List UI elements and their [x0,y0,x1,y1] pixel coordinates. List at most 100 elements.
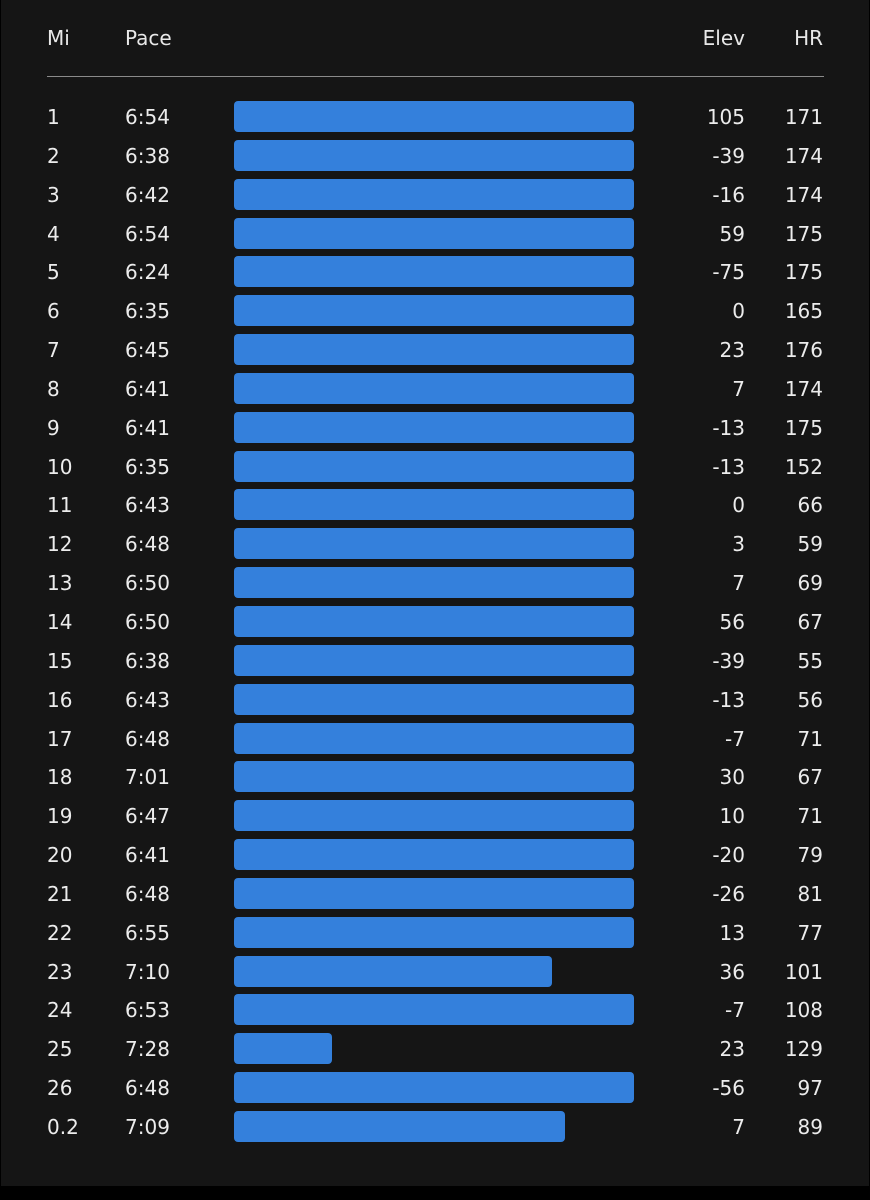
split-mile: 16 [47,687,73,712]
split-heart-rate: 174 [784,376,823,401]
split-heart-rate: 71 [797,804,823,829]
split-row: 7 6:45 23 176 [1,331,869,370]
split-heart-rate: 77 [797,920,823,945]
split-pace: 6:48 [125,532,170,557]
pace-bar [234,372,634,404]
split-pace: 6:43 [125,493,170,518]
mile-column-header: Mi [47,26,70,50]
split-row: 25 7:28 23 129 [1,1030,869,1069]
split-pace: 6:54 [125,105,170,129]
split-mile: 9 [47,415,60,440]
split-heart-rate: 97 [797,1076,823,1101]
pace-bar [234,101,634,132]
split-row: 18 7:01 30 67 [1,758,869,797]
pace-bar [234,605,634,637]
header-divider [47,76,824,77]
split-row: 26 6:48 -56 97 [1,1069,869,1108]
pace-bar [234,489,634,521]
split-pace: 6:41 [125,843,170,868]
split-mile: 11 [47,493,73,518]
pace-bar [234,528,634,560]
pace-bar [234,295,634,327]
pace-bar [234,1072,634,1104]
split-elevation: -39 [712,143,745,168]
split-row: 5 6:24 -75 175 [1,253,869,292]
split-elevation: -56 [712,1076,745,1101]
split-pace: 7:28 [125,1037,170,1062]
pace-column-header: Pace [125,26,172,50]
split-heart-rate: 67 [797,765,823,790]
split-mile: 19 [47,804,73,829]
split-mile: 21 [47,881,73,906]
split-row: 12 6:48 3 59 [1,525,869,564]
split-pace: 6:48 [125,726,170,751]
split-row: 10 6:35 -13 152 [1,448,869,487]
split-heart-rate: 59 [797,532,823,557]
pace-bar [234,450,634,482]
split-row: 2 6:38 -39 174 [1,137,869,176]
split-elevation: -7 [725,726,745,751]
split-heart-rate: 66 [797,493,823,518]
split-pace: 6:38 [125,143,170,168]
split-heart-rate: 174 [784,143,823,168]
split-row: 21 6:48 -26 81 [1,875,869,914]
split-row: 23 7:10 36 101 [1,953,869,992]
split-heart-rate: 174 [784,182,823,207]
split-heart-rate: 175 [784,221,823,246]
split-row: 14 6:50 56 67 [1,603,869,642]
split-row: 6 6:35 0 165 [1,292,869,331]
split-pace: 6:42 [125,182,170,207]
split-elevation: 36 [719,959,745,984]
split-heart-rate: 79 [797,843,823,868]
pace-bar [234,994,634,1026]
split-row: 13 6:50 7 69 [1,564,869,603]
split-heart-rate: 55 [797,648,823,673]
split-pace: 6:41 [125,376,170,401]
split-elevation: -26 [712,881,745,906]
split-mile: 12 [47,532,73,557]
split-pace: 6:48 [125,881,170,906]
split-mile: 6 [47,299,60,324]
split-elevation: -75 [712,260,745,285]
pace-bar [234,217,634,249]
split-mile: 23 [47,959,73,984]
pace-bar [234,178,634,210]
split-mile: 14 [47,609,73,634]
split-mile: 1 [47,105,60,129]
split-pace: 6:35 [125,299,170,324]
split-mile: 10 [47,454,73,479]
pace-bar [234,683,634,715]
split-heart-rate: 81 [797,881,823,906]
split-row: 17 6:48 -7 71 [1,720,869,759]
split-row: 20 6:41 -20 79 [1,836,869,875]
split-mile: 25 [47,1037,73,1062]
split-pace: 6:43 [125,687,170,712]
split-mile: 24 [47,998,73,1023]
split-mile: 0.2 [47,1114,79,1139]
split-elevation: -13 [712,454,745,479]
split-mile: 17 [47,726,73,751]
split-mile: 20 [47,843,73,868]
split-elevation: 105 [706,105,745,129]
split-row: 22 6:55 13 77 [1,914,869,953]
split-elevation: -16 [712,182,745,207]
split-mile: 8 [47,376,60,401]
split-pace: 6:47 [125,804,170,829]
split-mile: 15 [47,648,73,673]
split-pace: 6:24 [125,260,170,285]
split-mile: 4 [47,221,60,246]
split-pace: 6:41 [125,415,170,440]
pace-bar [234,839,634,871]
split-row: 19 6:47 10 71 [1,797,869,836]
split-elevation: -13 [712,415,745,440]
split-elevation: 7 [732,571,745,596]
split-elevation: 7 [732,376,745,401]
split-mile: 3 [47,182,60,207]
split-heart-rate: 56 [797,687,823,712]
pace-bar [234,1033,332,1065]
split-mile: 26 [47,1076,73,1101]
split-heart-rate: 175 [784,260,823,285]
split-row: 11 6:43 0 66 [1,486,869,525]
split-heart-rate: 71 [797,726,823,751]
